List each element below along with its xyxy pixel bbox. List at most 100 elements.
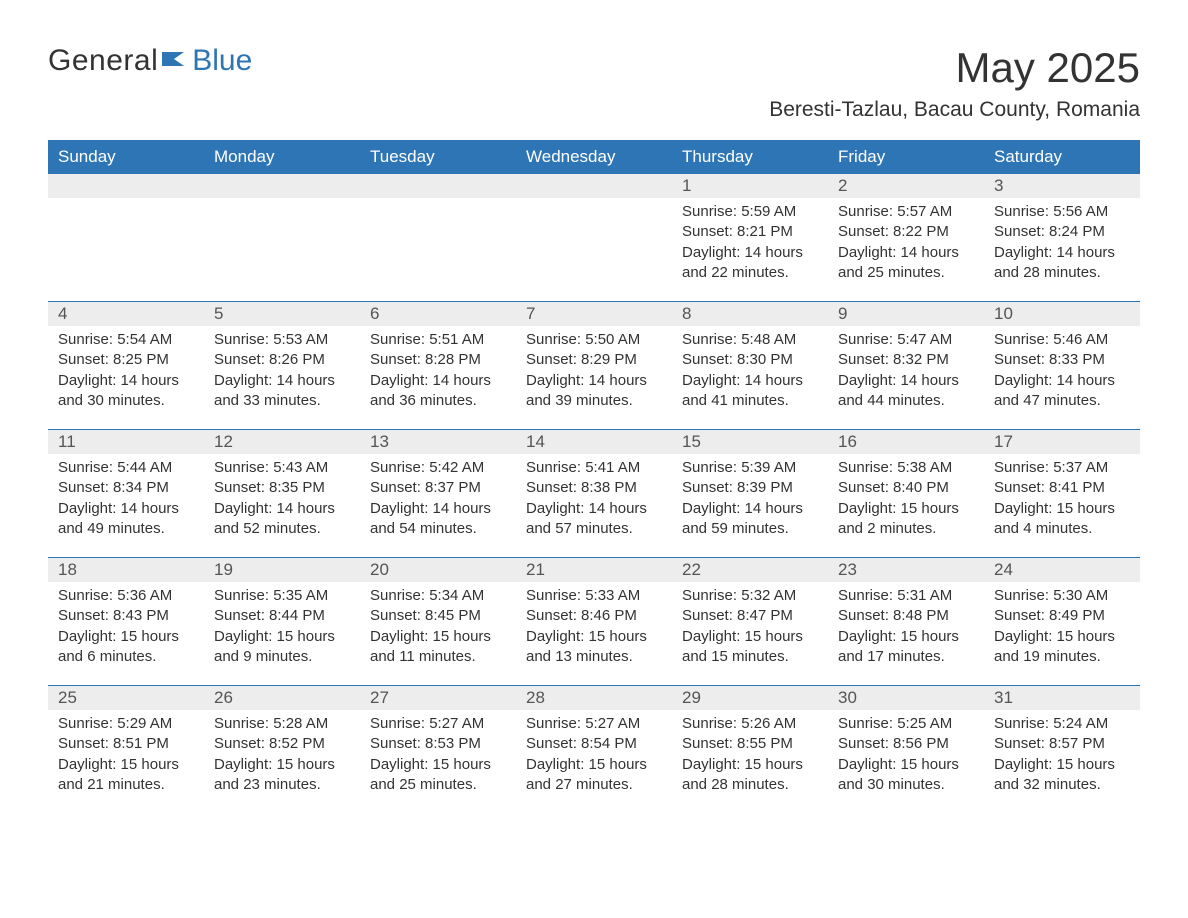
day-number — [48, 174, 204, 198]
day-cell: Sunrise: 5:33 AMSunset: 8:46 PMDaylight:… — [516, 582, 672, 685]
day-number: 19 — [204, 558, 360, 582]
day-header: Monday — [204, 140, 360, 174]
daylight-text: Daylight: 15 hours and 15 minutes. — [682, 627, 818, 668]
day-number: 18 — [48, 558, 204, 582]
day-number: 14 — [516, 430, 672, 454]
sunrise-text: Sunrise: 5:51 AM — [370, 330, 506, 350]
day-body-row: Sunrise: 5:54 AMSunset: 8:25 PMDaylight:… — [48, 326, 1140, 429]
day-cell: Sunrise: 5:26 AMSunset: 8:55 PMDaylight:… — [672, 710, 828, 813]
sunset-text: Sunset: 8:22 PM — [838, 222, 974, 242]
sunrise-text: Sunrise: 5:27 AM — [526, 714, 662, 734]
day-cell — [48, 198, 204, 301]
week-block: 123Sunrise: 5:59 AMSunset: 8:21 PMDaylig… — [48, 174, 1140, 301]
sunrise-text: Sunrise: 5:50 AM — [526, 330, 662, 350]
sunrise-text: Sunrise: 5:29 AM — [58, 714, 194, 734]
day-cell: Sunrise: 5:59 AMSunset: 8:21 PMDaylight:… — [672, 198, 828, 301]
day-cell: Sunrise: 5:29 AMSunset: 8:51 PMDaylight:… — [48, 710, 204, 813]
daylight-text: Daylight: 14 hours and 33 minutes. — [214, 371, 350, 412]
day-cell: Sunrise: 5:57 AMSunset: 8:22 PMDaylight:… — [828, 198, 984, 301]
day-number: 31 — [984, 686, 1140, 710]
day-number: 17 — [984, 430, 1140, 454]
daylight-text: Daylight: 14 hours and 28 minutes. — [994, 243, 1130, 284]
day-number: 2 — [828, 174, 984, 198]
sunset-text: Sunset: 8:39 PM — [682, 478, 818, 498]
day-number: 12 — [204, 430, 360, 454]
sunset-text: Sunset: 8:35 PM — [214, 478, 350, 498]
sunset-text: Sunset: 8:37 PM — [370, 478, 506, 498]
sunset-text: Sunset: 8:28 PM — [370, 350, 506, 370]
sunrise-text: Sunrise: 5:26 AM — [682, 714, 818, 734]
daylight-text: Daylight: 14 hours and 59 minutes. — [682, 499, 818, 540]
sunrise-text: Sunrise: 5:25 AM — [838, 714, 974, 734]
page-title: May 2025 — [769, 44, 1140, 92]
daylight-text: Daylight: 15 hours and 28 minutes. — [682, 755, 818, 796]
day-header: Tuesday — [360, 140, 516, 174]
logo: General Blue — [48, 44, 252, 78]
day-number: 15 — [672, 430, 828, 454]
day-header: Thursday — [672, 140, 828, 174]
day-cell: Sunrise: 5:51 AMSunset: 8:28 PMDaylight:… — [360, 326, 516, 429]
daylight-text: Daylight: 15 hours and 19 minutes. — [994, 627, 1130, 668]
day-body-row: Sunrise: 5:29 AMSunset: 8:51 PM Daylight:… — [48, 710, 1140, 813]
day-cell: Sunrise: 5:32 AMSunset: 8:47 PMDaylight:… — [672, 582, 828, 685]
daylight-text: Daylight: 14 hours and 30 minutes. — [58, 371, 194, 412]
logo-text-2: Blue — [192, 44, 252, 78]
sunset-text: Sunset: 8:49 PM — [994, 606, 1130, 626]
day-number: 3 — [984, 174, 1140, 198]
sunset-text: Sunset: 8:57 PM — [994, 734, 1130, 754]
day-number: 13 — [360, 430, 516, 454]
sunset-text: Sunset: 8:54 PM — [526, 734, 662, 754]
sunset-text: Sunset: 8:44 PM — [214, 606, 350, 626]
day-cell: Sunrise: 5:41 AMSunset: 8:38 PMDaylight:… — [516, 454, 672, 557]
day-cell: Sunrise: 5:47 AMSunset: 8:32 PMDaylight:… — [828, 326, 984, 429]
sunrise-text: Sunrise: 5:46 AM — [994, 330, 1130, 350]
sunrise-text: Sunrise: 5:24 AM — [994, 714, 1130, 734]
day-header: Wednesday — [516, 140, 672, 174]
daylight-text: Daylight: 14 hours and 54 minutes. — [370, 499, 506, 540]
day-number: 10 — [984, 302, 1140, 326]
day-number: 4 — [48, 302, 204, 326]
daylight-text: Daylight: 14 hours and 47 minutes. — [994, 371, 1130, 412]
week-block: 18192021222324Sunrise: 5:36 AMSunset: 8:… — [48, 557, 1140, 685]
daylight-text: Daylight: 14 hours and 25 minutes. — [838, 243, 974, 284]
day-number: 16 — [828, 430, 984, 454]
daylight-text: Daylight: 15 hours and 27 minutes. — [526, 755, 662, 796]
week-block: 25262728293031Sunrise: 5:29 AMSunset: 8:… — [48, 685, 1140, 813]
sunrise-text: Sunrise: 5:54 AM — [58, 330, 194, 350]
page-subtitle: Beresti-Tazlau, Bacau County, Romania — [769, 98, 1140, 122]
sunset-text: Sunset: 8:41 PM — [994, 478, 1130, 498]
day-body-row: Sunrise: 5:44 AMSunset: 8:34 PMDaylight:… — [48, 454, 1140, 557]
day-number-row: 25262728293031 — [48, 686, 1140, 710]
sunset-text: Sunset: 8:48 PM — [838, 606, 974, 626]
sunset-text: Sunset: 8:40 PM — [838, 478, 974, 498]
sunset-text: Sunset: 8:45 PM — [370, 606, 506, 626]
sunset-text: Sunset: 8:33 PM — [994, 350, 1130, 370]
day-cell: Sunrise: 5:34 AMSunset: 8:45 PMDaylight:… — [360, 582, 516, 685]
day-number — [360, 174, 516, 198]
sunrise-text: Sunrise: 5:35 AM — [214, 586, 350, 606]
day-number-row: 11121314151617 — [48, 430, 1140, 454]
sunrise-text: Sunrise: 5:41 AM — [526, 458, 662, 478]
sunrise-text: Sunrise: 5:27 AM — [370, 714, 506, 734]
day-number: 5 — [204, 302, 360, 326]
daylight-text: Daylight: 14 hours and 36 minutes. — [370, 371, 506, 412]
sunrise-text: Sunrise: 5:47 AM — [838, 330, 974, 350]
sunrise-text: Sunrise: 5:33 AM — [526, 586, 662, 606]
day-cell: Sunrise: 5:38 AMSunset: 8:40 PMDaylight:… — [828, 454, 984, 557]
day-number-row: 45678910 — [48, 302, 1140, 326]
header: General Blue May 2025 Beresti-Tazlau, Ba… — [48, 44, 1140, 122]
sunset-text: Sunset: 8:30 PM — [682, 350, 818, 370]
day-cell: Sunrise: 5:27 AMSunset: 8:54 PMDaylight:… — [516, 710, 672, 813]
day-number — [204, 174, 360, 198]
sunset-text: Sunset: 8:51 PM — [58, 734, 194, 754]
day-cell: Sunrise: 5:27 AMSunset: 8:53 PMDaylight:… — [360, 710, 516, 813]
day-cell: Sunrise: 5:54 AMSunset: 8:25 PMDaylight:… — [48, 326, 204, 429]
sunset-text: Sunset: 8:38 PM — [526, 478, 662, 498]
day-number: 29 — [672, 686, 828, 710]
sunrise-text: Sunrise: 5:57 AM — [838, 202, 974, 222]
day-number: 23 — [828, 558, 984, 582]
daylight-text: Daylight: 15 hours and 23 minutes. — [214, 755, 350, 796]
sunset-text: Sunset: 8:47 PM — [682, 606, 818, 626]
week-block: 11121314151617Sunrise: 5:44 AMSunset: 8:… — [48, 429, 1140, 557]
sunset-text: Sunset: 8:53 PM — [370, 734, 506, 754]
